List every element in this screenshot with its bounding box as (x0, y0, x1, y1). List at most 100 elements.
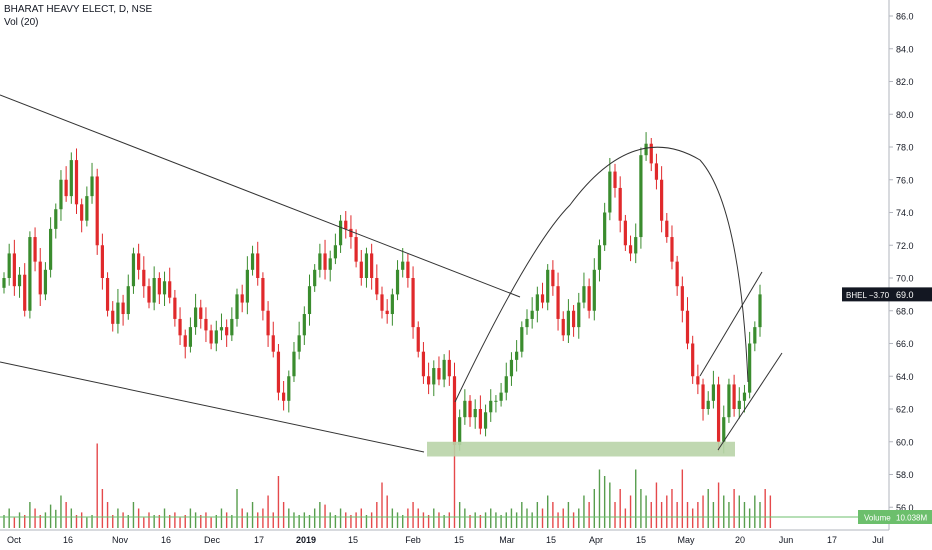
volume-bar (376, 502, 378, 528)
candle-down (209, 330, 213, 344)
volume-bar (350, 515, 352, 528)
volume-bar (769, 495, 772, 528)
volume-bar (288, 508, 290, 528)
volume-bar (629, 495, 632, 528)
x-tick-label: 17 (827, 535, 837, 545)
volume-bar (697, 502, 699, 528)
volume-bar (748, 508, 751, 528)
candle-up (188, 327, 193, 347)
candle-down (80, 204, 84, 221)
volume-bar (381, 482, 383, 528)
candle-up (219, 327, 224, 331)
volume-bar (132, 502, 135, 528)
volume-bar (495, 512, 497, 528)
candle-up (473, 409, 477, 418)
volume-bar (236, 489, 238, 528)
candle-up (722, 417, 726, 442)
volume-bar (490, 508, 492, 528)
volume-bar (686, 502, 689, 528)
candle-up (90, 176, 94, 197)
candle-down (105, 278, 110, 311)
volume-bar (39, 515, 41, 528)
volume-bar (184, 515, 186, 528)
volume-bar (101, 489, 104, 528)
candle-up (59, 179, 63, 210)
candle-down (64, 179, 68, 197)
candle-up (748, 343, 752, 393)
volume-bar (717, 482, 720, 528)
candle-up (592, 269, 596, 311)
volume-bar (723, 495, 725, 528)
volume-bar (360, 508, 362, 528)
candle-up (432, 368, 436, 385)
x-tick-label: Dec (204, 535, 221, 545)
candle-up (582, 286, 586, 303)
candle-up (328, 258, 332, 270)
volume-bar (122, 512, 124, 528)
volume-bar (448, 512, 451, 528)
x-tick-label: May (677, 535, 695, 545)
x-tick-label: Jun (779, 535, 794, 545)
candle-up (525, 318, 529, 328)
candle-down (416, 327, 420, 352)
volume-bar (189, 508, 192, 528)
volume-indicator-label: Vol (20) (4, 17, 39, 28)
candle-up (603, 212, 607, 246)
volume-bar (267, 495, 269, 528)
candle-down (540, 294, 545, 303)
volume-bar (728, 502, 730, 528)
candle-down (411, 278, 415, 328)
candle-down (323, 253, 327, 270)
candle-up (126, 286, 130, 315)
x-tick-label: 17 (254, 535, 264, 545)
price-axis: 86.0 84.0 82.0 80.0 78.0 76.0 74.0 72.0 70.0 68.0… (889, 12, 914, 513)
volume-bar (75, 515, 78, 528)
candle-down (426, 376, 431, 385)
candle-down (157, 278, 161, 295)
candle-down (147, 286, 151, 303)
candle-down (452, 376, 457, 446)
volume-bar (143, 517, 145, 528)
candle-up (2, 278, 6, 288)
candle-down (551, 269, 555, 287)
volume-bar (44, 512, 47, 528)
candle-up (333, 245, 338, 259)
volume-bar (759, 502, 761, 528)
candle-up (597, 245, 602, 270)
volume-bar (18, 512, 21, 528)
volume-bar (215, 515, 218, 528)
x-tick-label: 15 (546, 535, 556, 545)
candle-down (240, 294, 244, 303)
volume-bar (313, 508, 316, 528)
volume-bar (308, 515, 311, 528)
volume-bar (474, 512, 476, 528)
volume-bar (80, 512, 83, 528)
volume-bar (205, 512, 207, 528)
candle-down (385, 310, 389, 315)
volume-bar (640, 489, 642, 528)
cup-arc (454, 146, 749, 403)
volume-bar (272, 512, 274, 528)
candle-up (458, 417, 462, 446)
volume-bar (158, 515, 161, 528)
candle-up (162, 281, 167, 295)
candle-down (100, 245, 104, 278)
volume-bar (671, 489, 673, 528)
candle-down (696, 376, 700, 385)
volume-bar (70, 508, 73, 528)
y-tick-label: 78.0 (896, 143, 914, 153)
candle-up (131, 253, 136, 287)
candle-down (344, 220, 348, 229)
volume-bar (163, 508, 166, 528)
volume-bar (645, 495, 647, 528)
volume-bar (396, 512, 399, 528)
y-tick-label: 82.0 (896, 77, 914, 87)
candle-up (17, 274, 22, 287)
candle-down (370, 253, 374, 278)
candle-up (287, 376, 291, 401)
volume-bar (251, 502, 254, 528)
volume-bar (557, 512, 559, 528)
x-tick-label: Oct (7, 535, 22, 545)
volume-bar (588, 502, 590, 528)
